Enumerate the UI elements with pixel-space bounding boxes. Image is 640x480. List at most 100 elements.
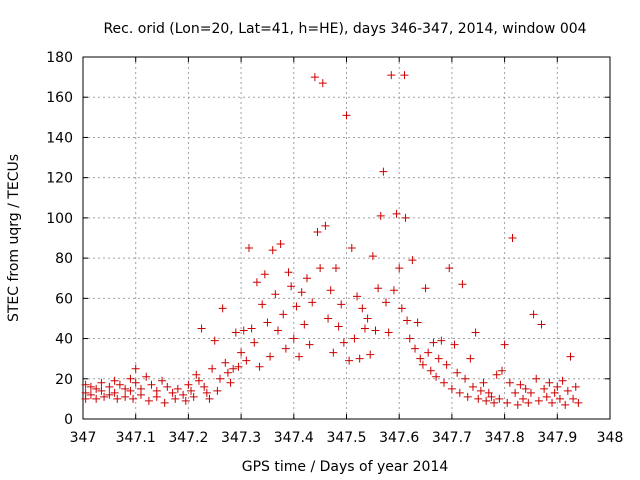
- data-point: [181, 396, 190, 405]
- data-point: [129, 394, 138, 403]
- data-point: [468, 382, 477, 391]
- data-point: [461, 374, 470, 383]
- data-point: [516, 380, 525, 389]
- data-point: [408, 256, 417, 265]
- x-tick-label: 347: [70, 430, 97, 446]
- data-point: [366, 350, 375, 359]
- data-point: [537, 320, 546, 329]
- data-point: [279, 310, 288, 319]
- data-point: [574, 398, 583, 407]
- y-tick-label: 80: [55, 251, 73, 267]
- data-point: [548, 398, 557, 407]
- data-point: [532, 374, 541, 383]
- x-tick-label: 347.1: [116, 430, 156, 446]
- data-point: [416, 354, 425, 363]
- data-point: [110, 376, 119, 385]
- data-point: [371, 326, 380, 335]
- data-point: [479, 378, 488, 387]
- x-tick-label: 347.8: [485, 430, 525, 446]
- data-point: [189, 392, 198, 401]
- data-point: [382, 298, 391, 307]
- data-point: [205, 394, 214, 403]
- data-point: [136, 390, 145, 399]
- y-tick-label: 120: [46, 171, 73, 187]
- data-point: [337, 300, 346, 309]
- x-tick-label: 347.2: [168, 430, 208, 446]
- data-point: [437, 336, 446, 345]
- data-point: [413, 318, 422, 327]
- data-point: [292, 302, 301, 311]
- data-point: [163, 382, 172, 391]
- y-tick-label: 180: [46, 50, 73, 66]
- data-point: [221, 358, 230, 367]
- data-point: [202, 388, 211, 397]
- data-point: [229, 364, 238, 373]
- x-tick-label: 348: [597, 430, 624, 446]
- data-point: [379, 167, 388, 176]
- data-point: [455, 388, 464, 397]
- data-point: [511, 388, 520, 397]
- data-point: [524, 398, 533, 407]
- data-point: [237, 348, 246, 357]
- data-point: [158, 376, 167, 385]
- data-point: [295, 352, 304, 361]
- data-point: [234, 362, 243, 371]
- data-point: [411, 344, 420, 353]
- data-point: [258, 300, 267, 309]
- data-point: [571, 382, 580, 391]
- data-point: [363, 314, 372, 323]
- data-point: [563, 386, 572, 395]
- data-point: [447, 384, 456, 393]
- data-point: [266, 352, 275, 361]
- data-point: [397, 304, 406, 313]
- data-point: [339, 338, 348, 347]
- data-point: [418, 360, 427, 369]
- data-point: [192, 370, 201, 379]
- data-point: [463, 392, 472, 401]
- data-point: [121, 384, 130, 393]
- data-point: [147, 380, 156, 389]
- data-point: [374, 284, 383, 293]
- data-point: [471, 328, 480, 337]
- data-point: [321, 221, 330, 230]
- data-point: [395, 264, 404, 273]
- data-point: [569, 394, 578, 403]
- data-point: [442, 360, 451, 369]
- data-point: [503, 398, 512, 407]
- data-point: [540, 384, 549, 393]
- data-point: [426, 366, 435, 375]
- data-point: [542, 392, 551, 401]
- data-point: [305, 340, 314, 349]
- data-point: [313, 227, 322, 236]
- y-tick-label: 60: [55, 291, 73, 307]
- data-point: [297, 288, 306, 297]
- data-point: [521, 384, 530, 393]
- data-point: [400, 71, 409, 80]
- data-point: [487, 392, 496, 401]
- y-tick-label: 100: [46, 211, 73, 227]
- data-point: [439, 378, 448, 387]
- data-point: [168, 388, 177, 397]
- data-point: [326, 286, 335, 295]
- data-point: [97, 378, 106, 387]
- data-point: [331, 264, 340, 273]
- data-point: [529, 310, 538, 319]
- data-point: [208, 364, 217, 373]
- data-point: [97, 386, 106, 395]
- data-point: [334, 322, 343, 331]
- data-point: [126, 374, 135, 383]
- y-tick-label: 20: [55, 372, 73, 388]
- data-point: [329, 348, 338, 357]
- data-point: [324, 314, 333, 323]
- data-point: [403, 316, 412, 325]
- data-point: [121, 392, 130, 401]
- data-point: [281, 344, 290, 353]
- data-point: [432, 372, 441, 381]
- x-tick-label: 347.6: [379, 430, 419, 446]
- data-point: [300, 320, 309, 329]
- data-point: [194, 376, 203, 385]
- data-point: [497, 366, 506, 375]
- data-point: [350, 334, 359, 343]
- data-point: [245, 244, 254, 253]
